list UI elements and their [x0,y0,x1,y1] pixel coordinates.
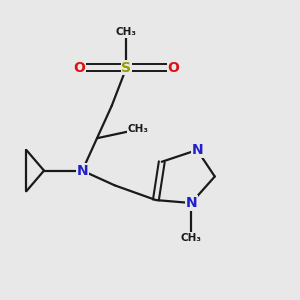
Text: CH₃: CH₃ [181,233,202,243]
Text: CH₃: CH₃ [128,124,149,134]
Text: O: O [168,61,179,75]
Text: O: O [74,61,85,75]
Text: S: S [122,61,131,75]
Text: N: N [76,164,88,178]
Text: CH₃: CH₃ [116,27,137,37]
Text: N: N [191,143,203,157]
Text: N: N [185,196,197,210]
